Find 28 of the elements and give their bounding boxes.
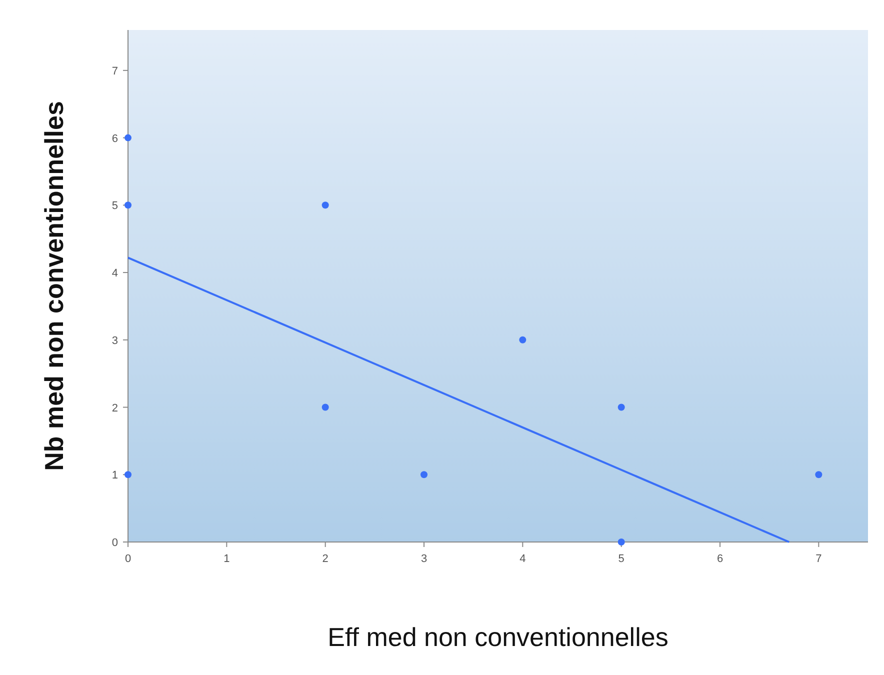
x-tick-label: 7 [816,553,822,565]
x-tick-label: 5 [618,553,624,565]
y-tick-label: 6 [112,132,118,145]
y-tick-label: 1 [112,470,118,482]
x-tick-label: 0 [124,553,132,565]
y-tick-label: 3 [112,334,118,347]
point [519,336,526,344]
x-tick-label: 6 [716,553,724,565]
y-axis-title: Nb med non conventionnelles [39,101,69,471]
point [124,202,132,209]
y-tick-label: 5 [112,200,118,212]
x-tick-label: 4 [520,553,526,565]
y-tick-label: 7 [112,65,118,78]
point [124,134,132,142]
x-tick-label: 3 [420,553,428,565]
y-tick-label: 2 [112,402,118,414]
point [618,404,625,411]
point [322,404,329,411]
y-tick-label: 4 [112,268,118,280]
x-axis-title: Eff med non conventionnelles [328,622,668,652]
x-tick-label: 2 [322,553,328,565]
point [124,471,132,478]
x-tick-label: 1 [224,553,230,565]
y-tick-label: 0 [112,537,118,549]
point [618,538,625,546]
point [322,202,329,209]
point [815,471,822,478]
point [420,471,428,478]
